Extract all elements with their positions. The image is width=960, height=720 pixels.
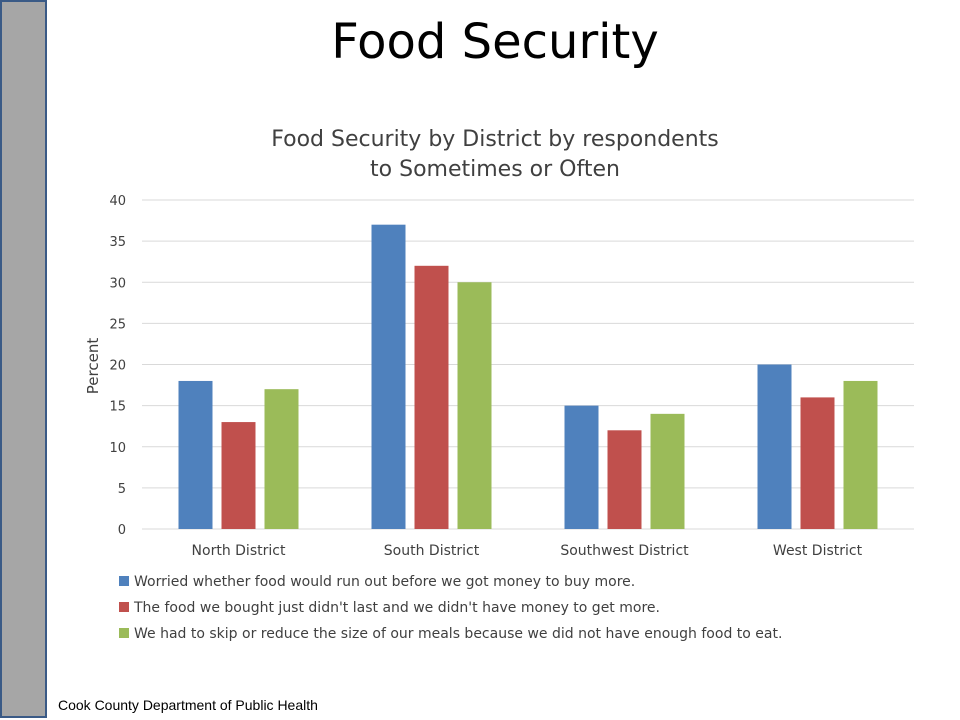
legend-swatch bbox=[119, 602, 129, 612]
y-tick-label: 15 bbox=[109, 400, 126, 415]
x-category-label: Southwest District bbox=[560, 543, 689, 559]
bar-3-west-district bbox=[843, 380, 878, 529]
bar-1-north-district bbox=[178, 380, 213, 529]
bar-3-south-district bbox=[457, 282, 492, 529]
bar-2-southwest-district bbox=[607, 430, 642, 529]
bar-1-southwest-district bbox=[564, 405, 599, 529]
y-tick-label: 35 bbox=[109, 235, 126, 250]
bar-1-west-district bbox=[757, 364, 792, 529]
y-tick-label: 30 bbox=[109, 276, 126, 291]
footer-credit: Cook County Department of Public Health bbox=[58, 697, 318, 713]
legend-entry: The food we bought just didn't last and … bbox=[133, 600, 660, 616]
y-tick-label: 10 bbox=[109, 441, 126, 456]
bar-2-west-district bbox=[800, 397, 835, 529]
side-accent-bar bbox=[0, 0, 47, 718]
y-axis-label: Percent bbox=[84, 338, 102, 395]
x-category-label: North District bbox=[192, 543, 286, 559]
chart-title-line-1: Food Security by District by respondents bbox=[271, 127, 719, 152]
y-tick-label: 0 bbox=[118, 523, 126, 538]
bar-3-southwest-district bbox=[650, 413, 685, 529]
x-category-label: South District bbox=[384, 543, 480, 559]
bar-1-south-district bbox=[371, 224, 406, 530]
y-tick-label: 5 bbox=[118, 482, 126, 497]
chart-title-line-2: to Sometimes or Often bbox=[370, 157, 620, 182]
bar-2-north-district bbox=[221, 422, 256, 529]
legend-swatch bbox=[119, 576, 129, 586]
y-tick-label: 25 bbox=[109, 317, 126, 332]
slide-title: Food Security bbox=[331, 14, 659, 70]
legend-entry: Worried whether food would run out befor… bbox=[134, 574, 635, 590]
x-category-label: West District bbox=[773, 543, 863, 559]
bar-3-north-district bbox=[264, 389, 299, 529]
legend-entry: We had to skip or reduce the size of our… bbox=[134, 626, 782, 642]
y-tick-label: 40 bbox=[109, 194, 126, 209]
legend-swatch bbox=[119, 628, 129, 638]
bar-2-south-district bbox=[414, 265, 449, 529]
y-tick-label: 20 bbox=[109, 359, 126, 374]
